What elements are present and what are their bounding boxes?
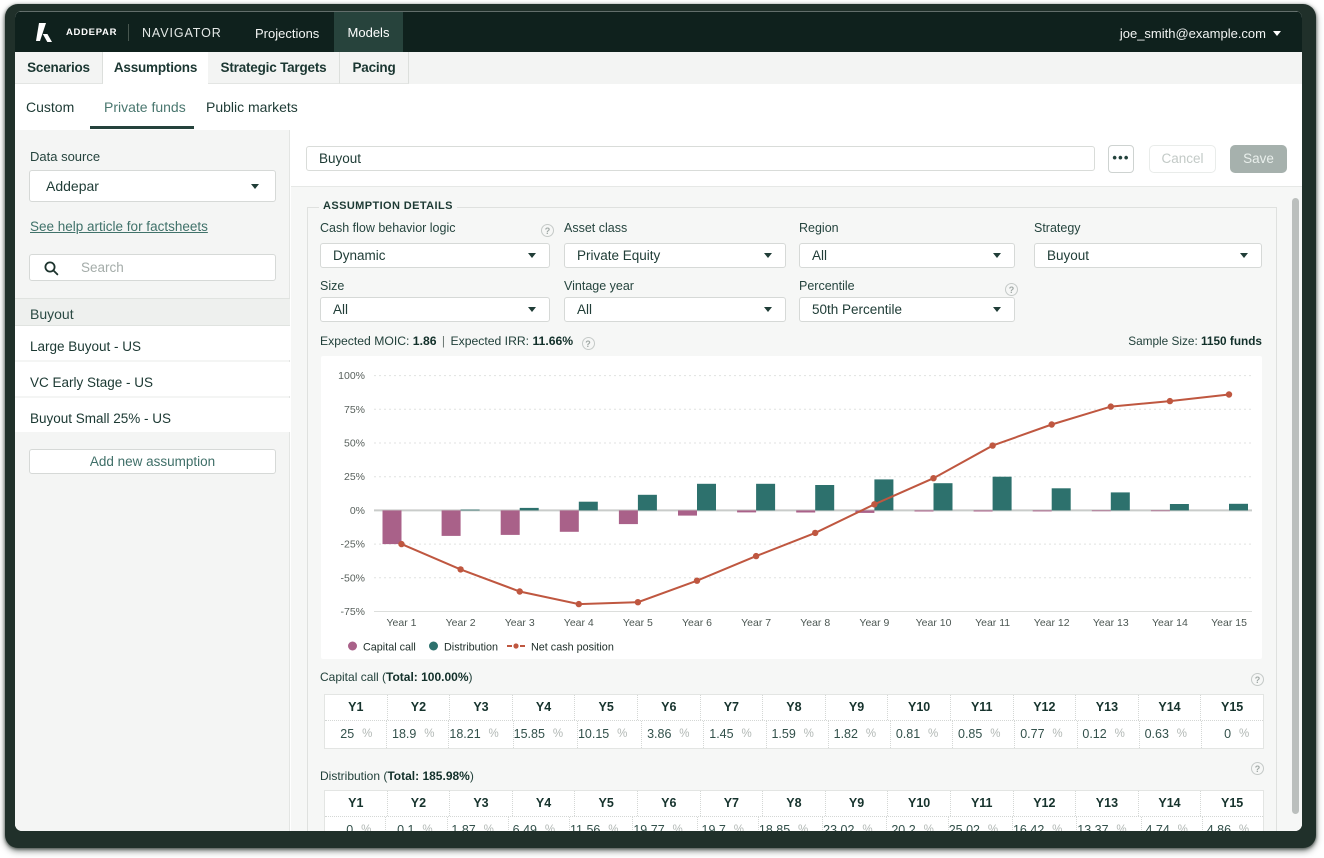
- svg-text:Year 10: Year 10: [916, 617, 952, 629]
- svg-text:0%: 0%: [350, 505, 365, 517]
- svg-text:Year 8: Year 8: [800, 617, 830, 629]
- svg-text:50%: 50%: [344, 438, 365, 450]
- svg-text:Year 6: Year 6: [682, 617, 712, 629]
- svg-text:Year 13: Year 13: [1093, 617, 1129, 629]
- svg-text:Net cash position: Net cash position: [531, 642, 614, 654]
- svg-text:-25%: -25%: [340, 539, 365, 551]
- svg-text:Year 3: Year 3: [505, 617, 535, 629]
- svg-text:Capital call: Capital call: [363, 642, 416, 654]
- svg-text:Year 14: Year 14: [1152, 617, 1188, 629]
- svg-text:Year 9: Year 9: [859, 617, 889, 629]
- svg-text:Distribution: Distribution: [444, 642, 498, 654]
- svg-text:Year 4: Year 4: [564, 617, 594, 629]
- svg-text:Year 1: Year 1: [387, 617, 417, 629]
- svg-text:Year 15: Year 15: [1211, 617, 1247, 629]
- svg-text:Year 2: Year 2: [446, 617, 476, 629]
- svg-text:Year 11: Year 11: [975, 617, 1010, 629]
- svg-text:75%: 75%: [344, 404, 365, 416]
- svg-text:100%: 100%: [338, 370, 365, 382]
- svg-text:Year 7: Year 7: [741, 617, 771, 629]
- svg-text:Year 12: Year 12: [1034, 617, 1070, 629]
- svg-text:Year 5: Year 5: [623, 617, 653, 629]
- svg-text:-75%: -75%: [340, 606, 365, 618]
- svg-text:25%: 25%: [344, 471, 365, 483]
- svg-text:-50%: -50%: [340, 572, 365, 584]
